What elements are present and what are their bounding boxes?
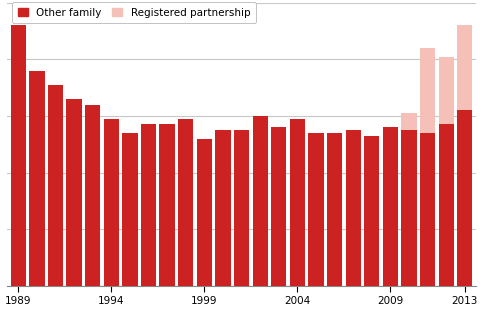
Bar: [364, 136, 379, 286]
Bar: [178, 119, 193, 286]
Bar: [327, 133, 342, 286]
Bar: [11, 25, 26, 286]
Bar: [122, 133, 138, 286]
Bar: [141, 125, 156, 286]
Bar: [327, 133, 342, 286]
Bar: [29, 71, 44, 286]
Bar: [420, 133, 435, 286]
Bar: [345, 130, 361, 286]
Bar: [439, 57, 454, 286]
Bar: [401, 113, 417, 286]
Bar: [141, 125, 156, 286]
Bar: [383, 127, 398, 286]
Bar: [383, 127, 398, 286]
Bar: [11, 25, 26, 286]
Bar: [122, 133, 138, 286]
Bar: [197, 139, 212, 286]
Bar: [308, 133, 324, 286]
Bar: [215, 130, 230, 286]
Bar: [290, 119, 305, 286]
Bar: [104, 119, 119, 286]
Bar: [85, 105, 100, 286]
Bar: [253, 116, 268, 286]
Bar: [67, 99, 82, 286]
Bar: [48, 85, 63, 286]
Bar: [271, 127, 286, 286]
Bar: [308, 133, 324, 286]
Bar: [420, 48, 435, 286]
Bar: [197, 139, 212, 286]
Bar: [234, 130, 249, 286]
Bar: [178, 119, 193, 286]
Bar: [253, 116, 268, 286]
Bar: [457, 25, 472, 286]
Bar: [401, 130, 417, 286]
Bar: [345, 130, 361, 286]
Legend: Other family, Registered partnership: Other family, Registered partnership: [13, 2, 256, 23]
Bar: [271, 127, 286, 286]
Bar: [290, 119, 305, 286]
Bar: [364, 136, 379, 286]
Bar: [215, 130, 230, 286]
Bar: [67, 99, 82, 286]
Bar: [85, 105, 100, 286]
Bar: [457, 110, 472, 286]
Bar: [159, 125, 175, 286]
Bar: [159, 125, 175, 286]
Bar: [234, 130, 249, 286]
Bar: [439, 125, 454, 286]
Bar: [104, 119, 119, 286]
Bar: [48, 85, 63, 286]
Bar: [29, 71, 44, 286]
